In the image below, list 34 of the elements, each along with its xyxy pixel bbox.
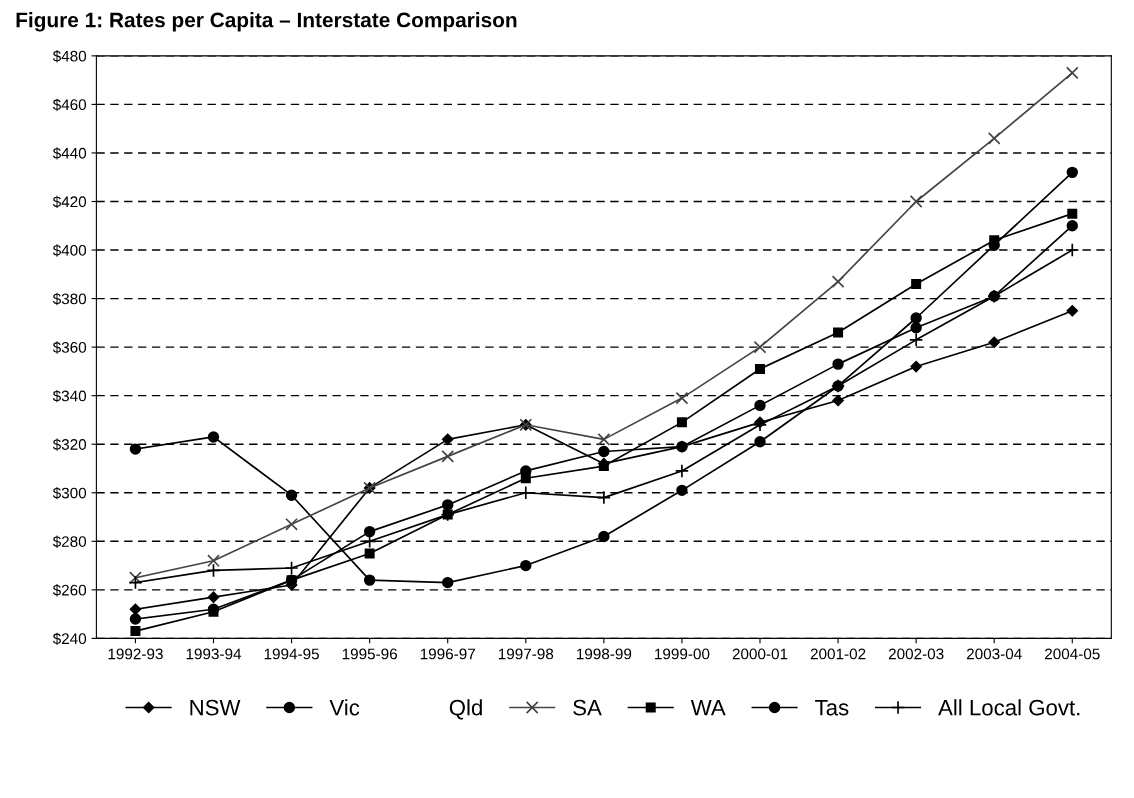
y-tick-label: $380 (52, 292, 87, 306)
x-tick-label: 1992-93 (108, 648, 163, 660)
x-tick-label: 2002-03 (888, 648, 944, 660)
legend-label: NSW (190, 699, 241, 716)
y-tick-label: $400 (52, 244, 87, 257)
legend-label: Vic (329, 699, 360, 716)
legend-label: All Local Govt. (938, 699, 1080, 716)
y-tick-label: $340 (52, 389, 87, 403)
x-tick-label: 1999-00 (655, 648, 710, 660)
y-tick-label: $300 (52, 486, 87, 500)
x-tick-label: 1993-94 (186, 648, 242, 660)
y-tick-label: $260 (52, 584, 87, 597)
y-tick-label: $460 (52, 98, 87, 111)
y-tick-label: $280 (52, 535, 87, 548)
x-tick-label: 2000-01 (732, 648, 788, 660)
text: Qld (449, 699, 482, 720)
chart-title: Figure 1: Rates per Capita – Interstate Comparison (16, 12, 517, 32)
y-tick-label: $420 (52, 195, 87, 209)
x-tick-label: 2004-05 (1045, 648, 1100, 660)
y-tick-label: $480 (52, 50, 87, 63)
x-tick-label: 2003-04 (966, 648, 1022, 660)
x-tick-label: 1996-97 (420, 648, 475, 660)
x-tick-label: 1998-99 (576, 648, 632, 660)
y-tick-label: $360 (52, 341, 87, 354)
x-tick-label: 1997-98 (498, 648, 554, 660)
x-tick-label: 2001-02 (810, 648, 866, 660)
x-tick-label: 1994-95 (264, 648, 319, 660)
y-tick-label: $240 (52, 632, 87, 645)
legend-label: Tas (815, 699, 849, 716)
legend-label: SA (573, 699, 602, 716)
x-tick-label: 1995-96 (342, 648, 398, 660)
y-tick-label: $320 (52, 438, 87, 451)
legend-label: WA (690, 699, 726, 716)
y-tick-label: $440 (52, 147, 87, 160)
